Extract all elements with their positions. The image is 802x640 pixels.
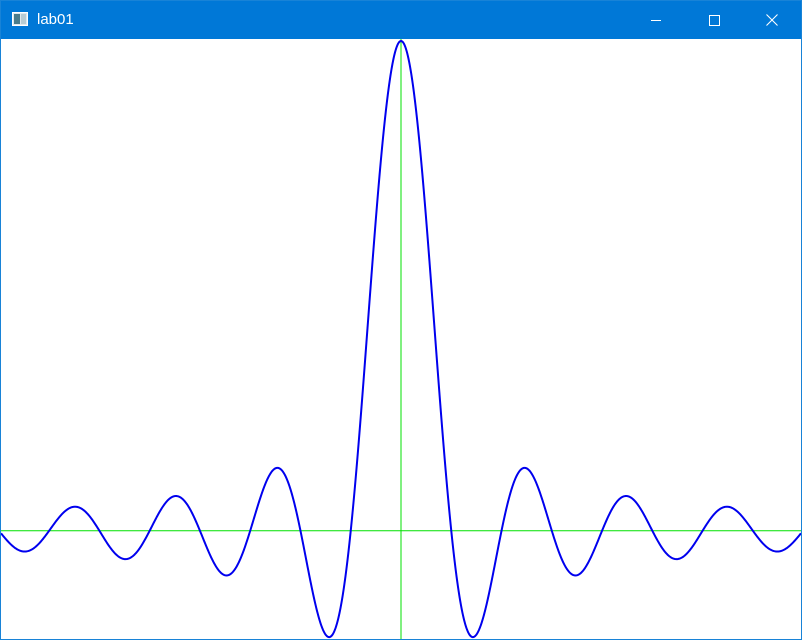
title-bar[interactable]: lab01 [1,1,801,39]
canvas-area [1,39,801,639]
maximize-icon [708,14,720,26]
minimize-button[interactable] [627,1,685,39]
maximize-button[interactable] [685,1,743,39]
window-title: lab01 [37,11,74,28]
minimize-icon [651,15,661,25]
close-icon [766,14,778,26]
app-icon[interactable] [12,12,28,26]
sinc-plot [1,39,801,639]
sinc-curve [1,39,801,639]
close-button[interactable] [743,1,801,39]
